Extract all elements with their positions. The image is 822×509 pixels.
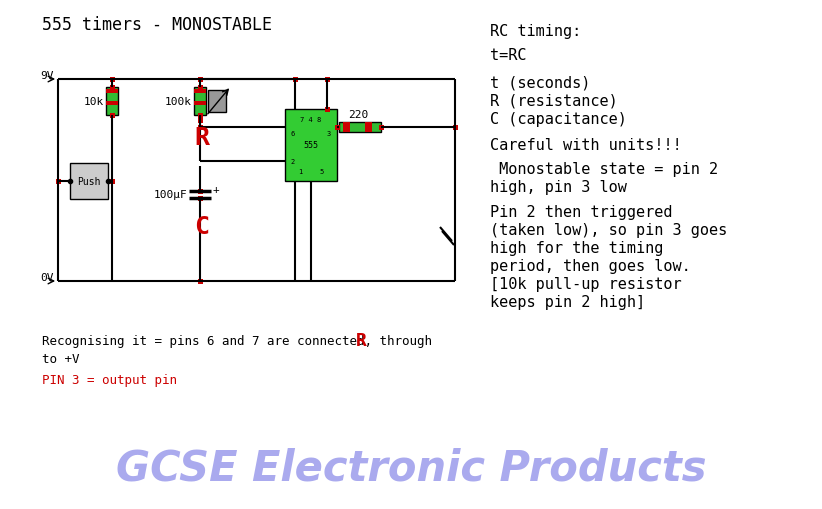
Bar	[56, 179, 61, 184]
Bar	[325, 107, 330, 112]
Bar	[339, 123, 381, 133]
Bar	[109, 77, 114, 82]
Text: 3: 3	[327, 131, 331, 137]
Text: 6: 6	[291, 131, 295, 137]
Text: t (seconds): t (seconds)	[490, 76, 590, 91]
Bar	[378, 125, 384, 130]
Text: 555 timers - MONOSTABLE: 555 timers - MONOSTABLE	[42, 16, 272, 34]
Bar	[194, 88, 206, 116]
Bar	[197, 77, 202, 82]
Text: Pin 2 then triggered: Pin 2 then triggered	[490, 205, 672, 219]
Text: C (capacitance): C (capacitance)	[490, 112, 627, 127]
Bar	[197, 86, 202, 90]
Bar	[109, 114, 114, 118]
Bar	[109, 179, 114, 184]
Bar	[197, 114, 202, 118]
Text: 0V: 0V	[40, 272, 54, 282]
Text: Monostable state = pin 2: Monostable state = pin 2	[490, 162, 718, 177]
Bar	[335, 125, 339, 130]
Text: 100k: 100k	[165, 97, 192, 107]
Text: t=RC: t=RC	[490, 48, 527, 63]
Text: period, then goes low.: period, then goes low.	[490, 259, 690, 273]
Bar	[106, 88, 118, 116]
Bar	[197, 279, 202, 284]
Text: Careful with units!!!: Careful with units!!!	[490, 138, 681, 153]
Bar	[208, 91, 226, 113]
Bar	[365, 123, 372, 133]
Bar	[197, 196, 202, 201]
Bar	[194, 90, 206, 94]
Text: Recognising it = pins 6 and 7 are connected, through: Recognising it = pins 6 and 7 are connec…	[42, 334, 440, 347]
Text: 2: 2	[291, 158, 295, 164]
Text: [10k pull-up resistor: [10k pull-up resistor	[490, 276, 681, 292]
Bar	[109, 86, 114, 90]
Bar	[194, 102, 206, 106]
Bar	[197, 189, 202, 194]
Bar	[293, 77, 298, 82]
Text: 5: 5	[319, 168, 324, 175]
Text: 7 4 8: 7 4 8	[300, 117, 321, 123]
Bar	[106, 90, 118, 94]
Bar	[343, 123, 350, 133]
Text: 220: 220	[348, 110, 368, 120]
Text: +: +	[213, 185, 219, 194]
Text: 1: 1	[298, 168, 302, 175]
Text: Push: Push	[77, 177, 101, 187]
Bar	[285, 110, 337, 182]
Text: high, pin 3 low: high, pin 3 low	[490, 180, 627, 194]
Text: C: C	[195, 215, 210, 239]
Bar	[106, 102, 118, 106]
Text: PIN 3 = output pin: PIN 3 = output pin	[42, 373, 177, 386]
Bar	[197, 125, 202, 130]
Bar	[70, 164, 108, 200]
Text: 555: 555	[303, 141, 318, 150]
Text: R (resistance): R (resistance)	[490, 94, 618, 109]
Text: high for the timing: high for the timing	[490, 241, 663, 256]
Bar	[452, 125, 458, 130]
Text: 9V: 9V	[40, 71, 54, 81]
Bar	[197, 118, 202, 123]
Text: to +V: to +V	[42, 352, 80, 365]
Text: 10k: 10k	[84, 97, 104, 107]
Text: keeps pin 2 high]: keeps pin 2 high]	[490, 294, 645, 309]
Text: R: R	[195, 126, 210, 150]
Bar	[325, 77, 330, 82]
Text: GCSE Electronic Products: GCSE Electronic Products	[116, 447, 706, 489]
Text: (taken low), so pin 3 goes: (taken low), so pin 3 goes	[490, 222, 727, 238]
Text: 100μF: 100μF	[153, 190, 187, 200]
Text: RC timing:: RC timing:	[490, 24, 581, 39]
Text: R: R	[356, 331, 367, 349]
